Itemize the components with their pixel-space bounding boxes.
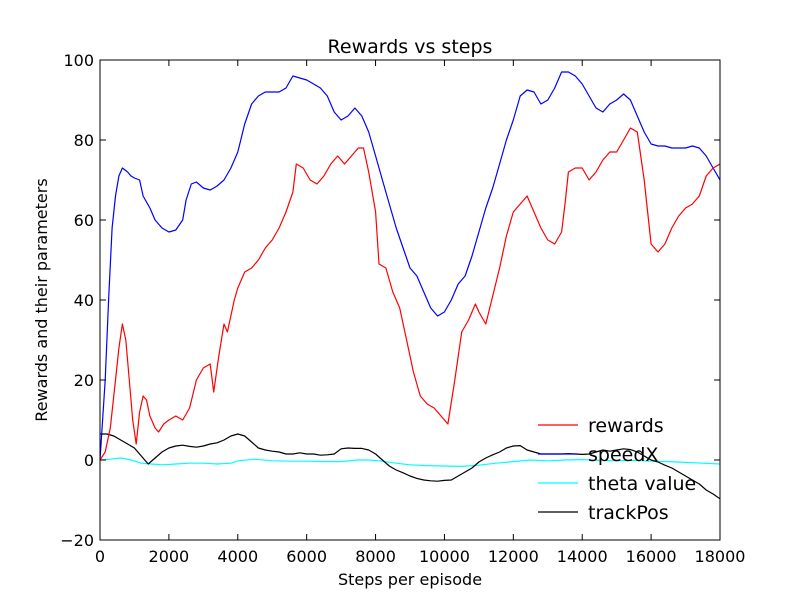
legend-label: rewards [588,415,664,437]
legend-label: theta value [588,473,696,495]
y-tick-label: −20 [60,531,94,550]
y-tick-label: 20 [74,371,94,390]
legend-label: speedX [588,444,658,466]
x-tick-label: 10000 [419,547,470,566]
legend-label: trackPos [588,502,669,524]
series-line-rewards [100,127,720,461]
x-tick-label: 0 [95,547,105,566]
x-tick-label: 16000 [626,547,677,566]
y-axis: −20 0 20 40 60 80 100 [60,51,720,550]
series-line-theta-value [100,457,720,467]
plot-frame [99,59,721,541]
legend: rewards speedX theta value trackPos [538,415,696,524]
chart-title: Rewards vs steps [328,36,493,58]
y-tick-label: 100 [63,51,94,70]
x-tick-label: 4000 [217,547,258,566]
series-line-speedX [100,71,720,461]
x-axis: 0 2000 4000 6000 8000 10000 12000 14000 16000 180… [95,60,746,566]
x-tick-label: 2000 [149,547,190,566]
y-tick-label: 40 [74,291,94,310]
x-axis-label: Steps per episode [338,570,482,589]
x-tick-label: 14000 [557,547,608,566]
y-axis-label: Rewards and their parameters [32,178,51,421]
x-tick-label: 12000 [488,547,539,566]
x-tick-label: 8000 [355,547,396,566]
y-tick-label: 80 [74,131,94,150]
y-tick-label: 0 [84,451,94,470]
y-tick-label: 60 [74,211,94,230]
plot-area [100,71,720,500]
x-tick-label: 6000 [286,547,327,566]
x-tick-label: 18000 [695,547,746,566]
series-line-trackPos [100,433,720,500]
